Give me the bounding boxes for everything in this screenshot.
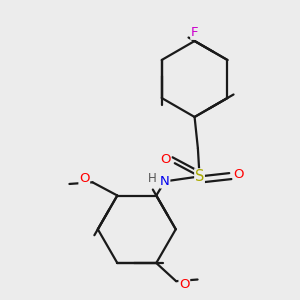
Text: H: H	[148, 172, 157, 185]
Text: O: O	[179, 278, 190, 291]
Text: F: F	[191, 26, 198, 39]
Text: O: O	[160, 153, 171, 166]
Text: O: O	[79, 172, 89, 185]
Text: O: O	[233, 168, 244, 181]
Text: S: S	[195, 169, 204, 184]
Text: N: N	[160, 175, 170, 188]
